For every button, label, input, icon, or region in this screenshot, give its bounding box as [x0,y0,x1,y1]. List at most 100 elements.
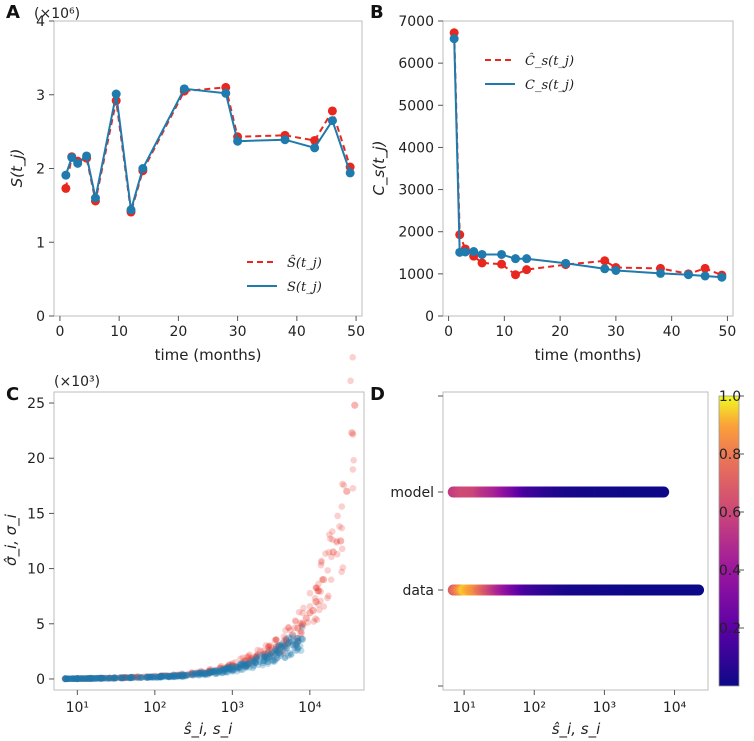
scatter-point-data [111,674,118,682]
scatter-point-model [348,429,356,437]
scatter-point-data [212,670,220,678]
scatter-point-model [324,567,331,574]
scatter-point-data [229,667,237,674]
data-point [327,106,337,116]
scatter-point-model [276,642,284,649]
data-point [656,268,665,278]
scatter-point-data [68,675,76,682]
scatter-point-data [78,675,86,682]
scatter-point-data [81,675,89,682]
colorbar-tick-label: 0.2 [719,621,741,637]
scatter-point-data [273,651,280,659]
scatter-point-data [164,672,172,680]
scatter-point-data [152,673,160,681]
scatter-point-model [102,674,110,682]
panel-a-legend: Ŝ(t_j) S(t_j) [247,254,322,295]
scatter-point-data [261,657,268,664]
scatter-point-data [80,675,88,682]
data-point [477,258,487,268]
scatter-point-data [264,648,272,656]
scatter-point-model [253,652,261,659]
scatter-point-data [214,669,221,676]
scatter-point-model [298,620,306,628]
panel-c: C (×10³) ŝ_i, s_i σ̂_i, σ_i 10¹ 10² 10³ 10⁴… [2,353,365,739]
scatter-point-model [206,666,213,673]
scatter-point-data [220,666,228,673]
scatter-point-data [157,673,165,681]
scatter-point-data [162,672,170,680]
scatter-point-model [153,672,161,680]
scatter-point-model [79,675,87,682]
scatter-point-data [272,647,280,655]
scatter-point-data [223,666,230,673]
scatter-point-data [188,671,196,678]
y-tick-label: 3 [36,88,45,104]
scatter-point-data [64,675,72,683]
scatter-point-data [273,649,280,656]
scatter-point-data [157,673,164,680]
scatter-point-model [328,553,335,561]
scatter-point-data [272,646,279,653]
scatter-point-data [83,675,91,682]
y-tick-label: 20 [27,451,45,467]
scatter-point-model [245,652,252,660]
scatter-point-model [96,674,103,682]
panel-b-legend: Ĉ_s(t_j) C_s(t_j) [485,52,574,93]
scatter-point-data [142,674,150,681]
scatter-point-data [89,675,96,682]
scatter-point-model [282,627,289,634]
scatter-point-model [94,674,101,682]
scatter-point-data [276,650,284,658]
scatter-point-model [178,670,186,677]
scatter-point-model [74,675,81,682]
scatter-point-model [283,638,291,646]
scatter-point-data [179,671,187,678]
x-tick-label: 10³ [593,700,616,716]
scatter-point-model [273,636,280,644]
scatter-point-model [106,674,114,682]
scatter-point-model [272,643,280,651]
scatter-point-data [180,671,187,679]
scatter-point-model [122,674,130,681]
scatter-point-data [259,651,267,659]
scatter-point-model [127,673,134,681]
scatter-point-data [285,638,293,646]
scatter-point-data [196,669,203,677]
scatter-point-model [254,650,262,658]
legend-label: Ŝ(t_j) [287,254,322,271]
x-tick-label: 10⁴ [298,700,322,716]
scatter-point-data [202,670,209,677]
scatter-point-data [216,667,224,675]
scatter-point-model [252,654,260,661]
scatter-point-model [243,662,250,670]
scatter-point-data [284,652,292,659]
scatter-point-data [204,671,212,678]
scatter-point-data [92,674,99,682]
scatter-point-model [68,675,75,682]
scatter-point-model [302,614,310,622]
scatter-point-model [320,603,328,610]
scatter-point-data [213,667,221,675]
scatter-point-model [271,636,279,644]
y-tick-label: 4 [36,14,45,30]
data-point [61,170,71,180]
colorbar-tick-label: 0.6 [719,505,741,521]
scatter-point-model [292,617,299,624]
scatter-point-data [92,675,99,682]
scatter-point-data [249,664,257,672]
scatter-point-model [72,675,80,683]
scatter-point-data [177,671,184,679]
x-tick-label: 10² [523,700,546,716]
scatter-point-model [257,647,264,654]
scatter-point-data [85,675,92,682]
scatter-point-data [214,668,221,675]
panel-a-multiplier: (×10⁶) [34,6,80,22]
scatter-point-data [88,675,96,682]
scatter-point-data [155,673,163,681]
scatter-point-model [159,672,167,680]
scatter-point-model [272,636,280,643]
y-tick-label: 0 [36,309,45,325]
scatter-point-model [245,656,253,664]
scatter-point-model [133,673,141,681]
scatter-point-data [197,670,204,677]
